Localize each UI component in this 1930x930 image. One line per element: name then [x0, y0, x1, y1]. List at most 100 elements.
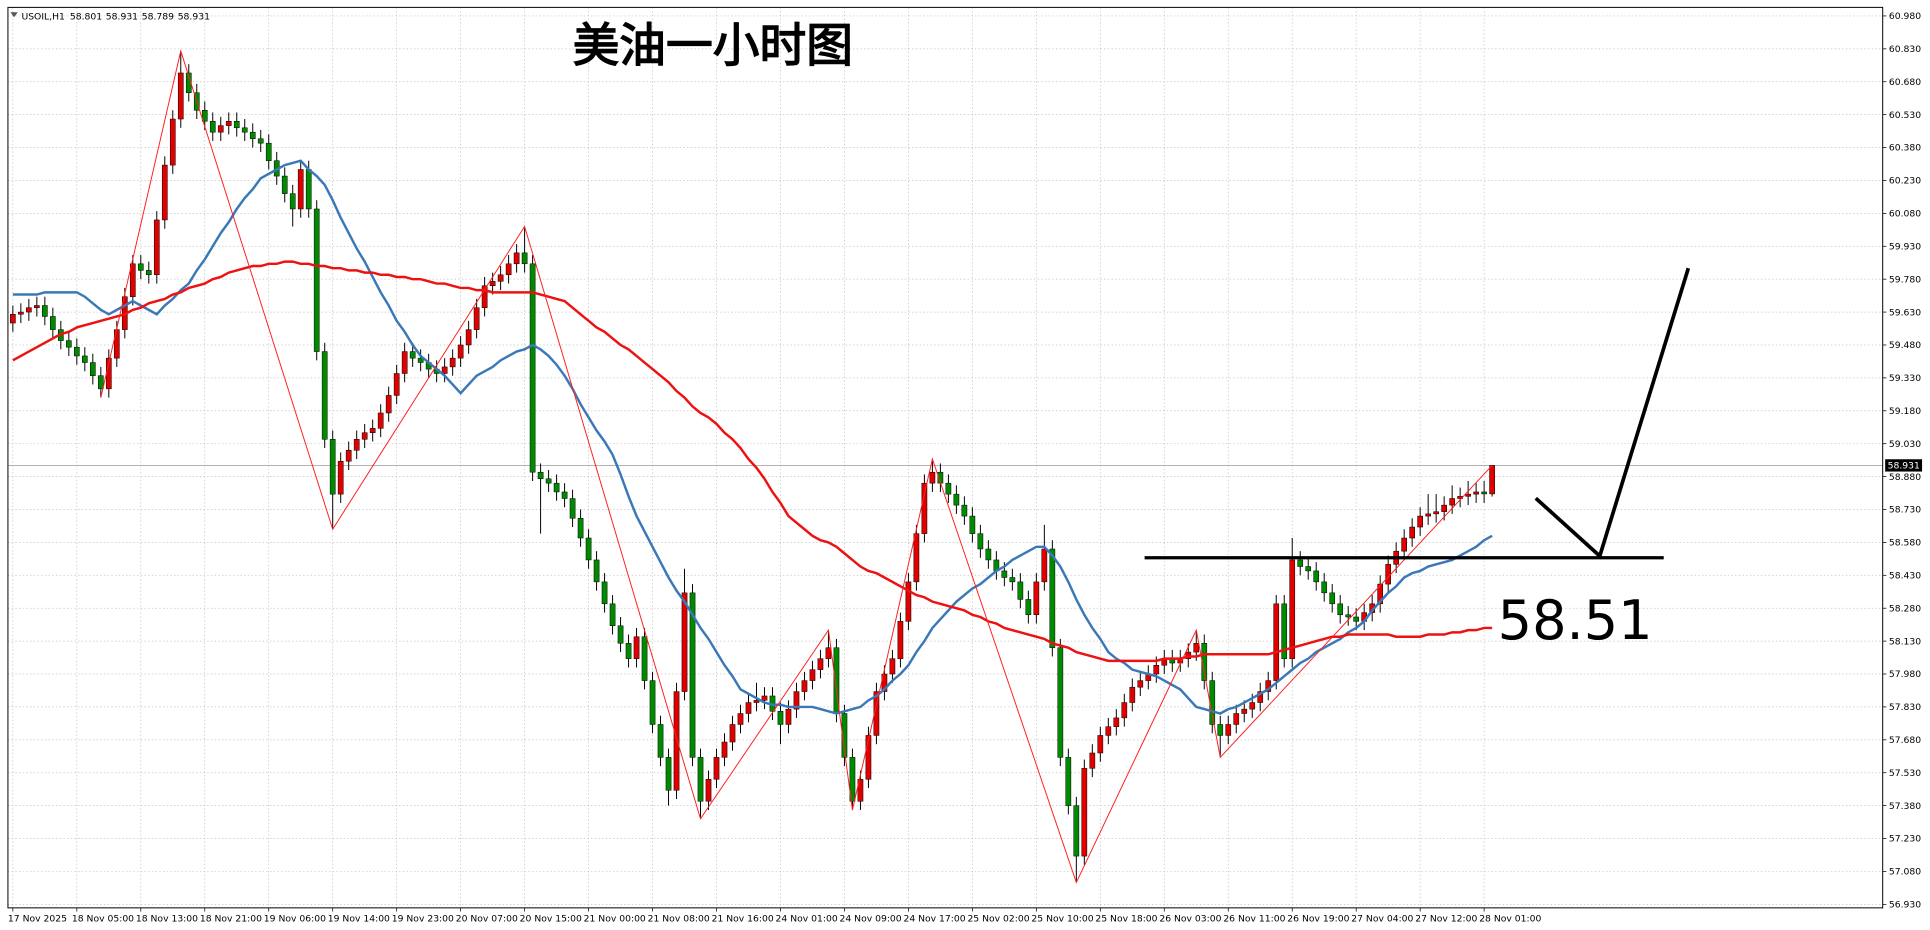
candle-body [353, 439, 360, 451]
candle-body [1073, 805, 1080, 857]
candle-body [1273, 603, 1280, 681]
candle-body [985, 548, 992, 561]
candle-body [489, 281, 496, 286]
candle-body [545, 478, 552, 484]
candle-body [497, 274, 504, 282]
candle-body [1153, 664, 1160, 675]
candle-body [1217, 724, 1224, 736]
x-tick-label: 25 Nov 02:00 [967, 913, 1029, 924]
y-tick-label: 60.080 [1889, 209, 1921, 220]
candle-body [801, 680, 808, 692]
candle-body [705, 779, 712, 802]
y-tick-label: 60.980 [1889, 11, 1921, 22]
y-tick-label: 57.230 [1889, 834, 1921, 845]
candle-body [1025, 599, 1032, 616]
y-tick-label: 59.630 [1889, 307, 1921, 318]
arrow-annotation [1534, 267, 1691, 560]
candle-body [1001, 570, 1008, 578]
support-level-label: 58.51 [1498, 589, 1653, 652]
candle-body [1417, 515, 1423, 528]
candle-body [169, 118, 176, 166]
candle-body [641, 636, 648, 681]
candle-body [817, 658, 824, 670]
candle-body [697, 757, 704, 802]
y-tick-label: 60.530 [1889, 110, 1921, 121]
candle-body [217, 125, 224, 133]
x-tick-label: 25 Nov 10:00 [1031, 913, 1093, 924]
y-tick-label: 60.230 [1889, 176, 1921, 187]
y-tick-label: 60.680 [1889, 77, 1921, 88]
candle-body [81, 355, 88, 363]
price-tag [1885, 459, 1923, 472]
x-tick-label: 27 Nov 12:00 [1415, 913, 1477, 924]
candle-body [265, 142, 272, 161]
y-tick-label: 58.130 [1889, 636, 1921, 647]
candle-body [865, 735, 872, 780]
x-tick-label: 26 Nov 03:00 [1159, 913, 1221, 924]
candle-body [1065, 757, 1072, 806]
candle-body [1321, 581, 1328, 594]
candle-body [793, 691, 800, 710]
x-tick-label: 20 Nov 15:00 [520, 913, 582, 924]
candle-body [1041, 548, 1048, 583]
x-tick-label: 24 Nov 17:00 [903, 913, 965, 924]
candle-body [961, 504, 968, 517]
candle-body [1305, 566, 1312, 572]
y-tick-label: 59.030 [1889, 439, 1921, 450]
candle-body [913, 533, 920, 583]
candle-body [1033, 581, 1040, 616]
candle-body [897, 621, 904, 659]
x-tick-label: 19 Nov 06:00 [264, 913, 326, 924]
candle-body [1481, 491, 1487, 495]
candle-body [849, 757, 856, 802]
candle-body [89, 362, 96, 376]
candle-body [281, 175, 288, 194]
y-tick-label: 58.280 [1889, 603, 1921, 614]
candle-body [1233, 713, 1240, 725]
x-tick-label: 21 Nov 08:00 [648, 913, 710, 924]
candle-body [401, 351, 408, 374]
candle-body [609, 603, 616, 627]
y-tick-label: 57.980 [1889, 669, 1921, 680]
candle-body [305, 169, 312, 210]
candle-body [857, 779, 864, 802]
candle-body [929, 471, 936, 484]
candle-body [1113, 717, 1120, 727]
candle-body [201, 110, 208, 122]
candle-body [569, 498, 576, 519]
candle-body [561, 491, 568, 499]
candle-body [321, 351, 328, 440]
grid-layer [7, 7, 1883, 908]
y-tick-label: 60.380 [1889, 143, 1921, 154]
candle-body [1257, 691, 1264, 703]
candle-body [50, 316, 56, 330]
candle-body [225, 120, 232, 126]
candle-body [1193, 643, 1200, 653]
y-tick-label: 59.180 [1889, 406, 1921, 417]
candle-body [34, 305, 40, 308]
candle-body [1377, 583, 1384, 605]
candle-body [26, 307, 32, 313]
x-tick-label: 28 Nov 01:00 [1479, 913, 1541, 924]
candle-body [1465, 493, 1471, 497]
candle-body [953, 493, 960, 506]
candle-body [689, 592, 696, 758]
candle-body [1089, 752, 1096, 769]
candle-body [657, 724, 664, 758]
candle-body [1209, 680, 1216, 725]
candle-body [289, 193, 296, 210]
candle-body [233, 120, 240, 129]
header-high: 58.931 [106, 12, 138, 23]
candle-body [361, 432, 368, 440]
candle-body [1017, 581, 1024, 600]
x-tick-label: 17 Nov 2025 [8, 913, 67, 924]
x-tick-label: 25 Nov 18:00 [1095, 913, 1157, 924]
x-tick-label: 18 Nov 21:00 [200, 913, 262, 924]
candle-body [673, 691, 680, 791]
candle-body [1337, 603, 1344, 616]
candle-body [42, 305, 48, 317]
candle-body [481, 285, 488, 308]
x-tick-label: 20 Nov 07:00 [456, 913, 518, 924]
